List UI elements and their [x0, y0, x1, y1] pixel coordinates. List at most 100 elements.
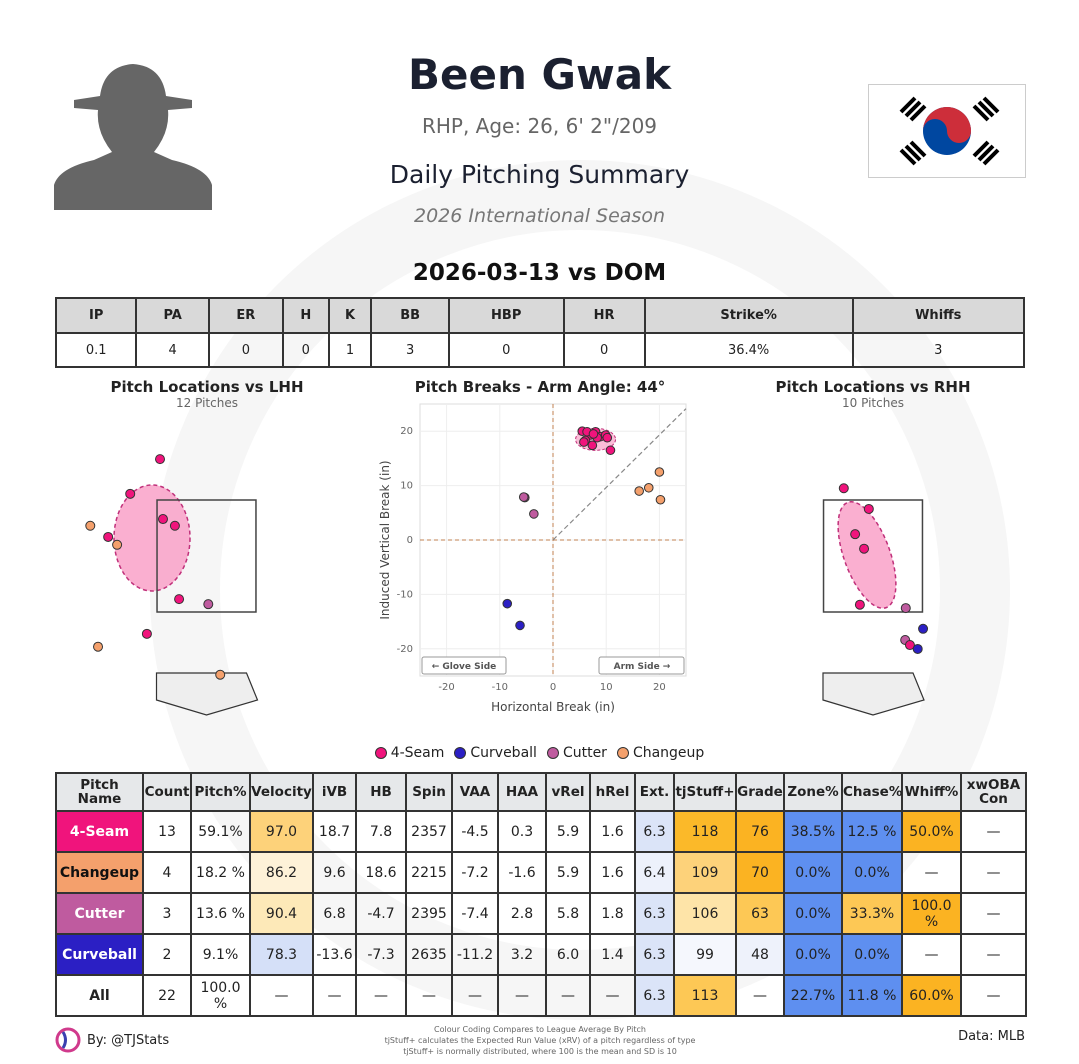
- table-cell: 6.0: [545, 933, 591, 976]
- break-point: [587, 440, 598, 451]
- table-cell: 13.6 %: [190, 892, 251, 935]
- legend-label: 4-Seam: [390, 745, 445, 761]
- column-header: xwOBA Con: [960, 772, 1027, 812]
- y-tick-label: 10: [400, 481, 413, 492]
- stat-header: Whiffs: [851, 297, 1026, 334]
- rhh-pitch-point: [850, 529, 861, 540]
- table-cell: 0.0%: [783, 851, 843, 894]
- table-cell: —: [405, 974, 453, 1017]
- table-cell: -1.6: [497, 851, 547, 894]
- column-header: Spin: [405, 772, 453, 812]
- table-cell: —: [735, 974, 785, 1017]
- stat-header: IP: [54, 297, 138, 334]
- table-cell: 0.0%: [783, 933, 843, 976]
- credit-text: By: @TJStats: [87, 1032, 170, 1048]
- stat-header: HR: [562, 297, 646, 334]
- table-cell: 38.5%: [783, 810, 843, 853]
- table-cell: 18.2 %: [190, 851, 251, 894]
- lhh-pitch-point: [169, 520, 180, 531]
- table-cell: —: [901, 851, 962, 894]
- x-tick-label: -10: [492, 682, 508, 693]
- table-cell: 5.9: [545, 810, 591, 853]
- legend-marker: [374, 747, 387, 759]
- stat-value: 36.4%: [643, 332, 854, 368]
- rhh-pitch-point: [838, 483, 849, 494]
- pitch-metrics-table: Pitch Name Count Pitch% Velocity iVB HB Spin VA…: [55, 772, 1027, 1017]
- stat-header: H: [281, 297, 330, 334]
- table-row: Curveball 2 9.1% 78.3 -13.6 -7.3 2635 -11.2 3.2 6…: [55, 933, 1027, 976]
- stat-header: ER: [207, 297, 284, 334]
- break-point: [654, 467, 665, 477]
- rhh-pitch-point: [863, 503, 874, 514]
- lhh-strike-zone: [156, 499, 257, 613]
- table-cell: 6.3: [634, 810, 675, 853]
- rhh-strike-zone: [822, 499, 924, 613]
- table-cell: -13.6: [312, 933, 357, 976]
- stat-header: Strike%: [643, 297, 854, 334]
- table-cell: 86.2: [249, 851, 314, 894]
- footnote: Colour Coding Compares to League Average…: [434, 1025, 646, 1034]
- table-cell: 0.0%: [841, 933, 903, 976]
- stat-value: 0: [207, 332, 284, 368]
- table-cell: -7.2: [451, 851, 499, 894]
- break-point: [588, 429, 599, 439]
- footnotes: Colour Coding Compares to League Average…: [300, 1024, 780, 1057]
- y-tick-label: -10: [397, 589, 413, 600]
- column-header: Ext.: [634, 772, 675, 812]
- column-header: VAA: [451, 772, 499, 812]
- lhh-pitch-point: [125, 488, 136, 499]
- x-axis-label: Horizontal Break (in): [491, 700, 615, 714]
- table-cell: 90.4: [249, 892, 314, 935]
- player-name: Been Gwak: [407, 50, 672, 99]
- table-cell: 0.3: [497, 810, 547, 853]
- table-cell: 1.6: [589, 810, 636, 853]
- game-label: 2026-03-13 vs DOM: [412, 260, 667, 286]
- column-header: Whiff%: [901, 772, 962, 812]
- table-cell: 3.2: [497, 933, 547, 976]
- pitch-name-cell: All: [55, 974, 144, 1017]
- stat-value: 1: [327, 332, 373, 368]
- table-cell: 100.0 %: [901, 892, 962, 935]
- table-cell: 50.0%: [901, 810, 962, 853]
- pitch-name-cell: Changeup: [55, 851, 144, 894]
- lhh-pitch-point: [93, 641, 104, 652]
- rhh-pitch-point: [854, 599, 865, 610]
- table-cell: 2635: [405, 933, 453, 976]
- rhh-home-plate: [822, 672, 925, 716]
- pitch-name-cell: Curveball: [55, 933, 144, 976]
- table-cell: -7.3: [355, 933, 407, 976]
- arm-side-box: [598, 656, 685, 675]
- footnote: tjStuff+ is normally distributed, where …: [403, 1047, 677, 1056]
- stat-value: 4: [135, 332, 210, 368]
- credit: By: @TJStats: [55, 1027, 169, 1053]
- table-cell: 2395: [405, 892, 453, 935]
- legend-marker: [454, 747, 467, 759]
- pitch-name-cell: Cutter: [55, 892, 144, 935]
- rhh-4seam-ellipse: [837, 501, 897, 609]
- lhh-home-plate: [155, 672, 259, 716]
- table-cell: 9.1%: [190, 933, 251, 976]
- lhh-pitch-point: [174, 594, 185, 605]
- table-cell: —: [901, 933, 962, 976]
- table-cell: 109: [673, 851, 737, 894]
- table-cell: 1.6: [589, 851, 636, 894]
- stat-header: K: [327, 297, 373, 334]
- arm-angle-line: [552, 408, 687, 541]
- table-cell: 106: [673, 892, 737, 935]
- legend-label: Cutter: [562, 745, 607, 761]
- stat-header: HBP: [447, 297, 565, 334]
- lhh-plot-title: Pitch Locations vs LHH: [110, 378, 304, 396]
- table-cell: 70: [735, 851, 785, 894]
- pitch-legend: 4-Seam Curveball Cutter Changeup: [0, 745, 1079, 761]
- table-cell: -7.4: [451, 892, 499, 935]
- table-cell: 6.4: [634, 851, 675, 894]
- y-tick-label: 20: [400, 426, 413, 437]
- table-cell: 22.7%: [783, 974, 843, 1017]
- lhh-pitch-point: [155, 454, 166, 465]
- column-header: Grade: [735, 772, 785, 812]
- break-point: [643, 482, 654, 493]
- table-cell: —: [960, 974, 1027, 1017]
- table-cell: 7.8: [355, 810, 407, 853]
- report-title: Daily Pitching Summary: [389, 160, 690, 189]
- table-cell: -4.5: [451, 810, 499, 853]
